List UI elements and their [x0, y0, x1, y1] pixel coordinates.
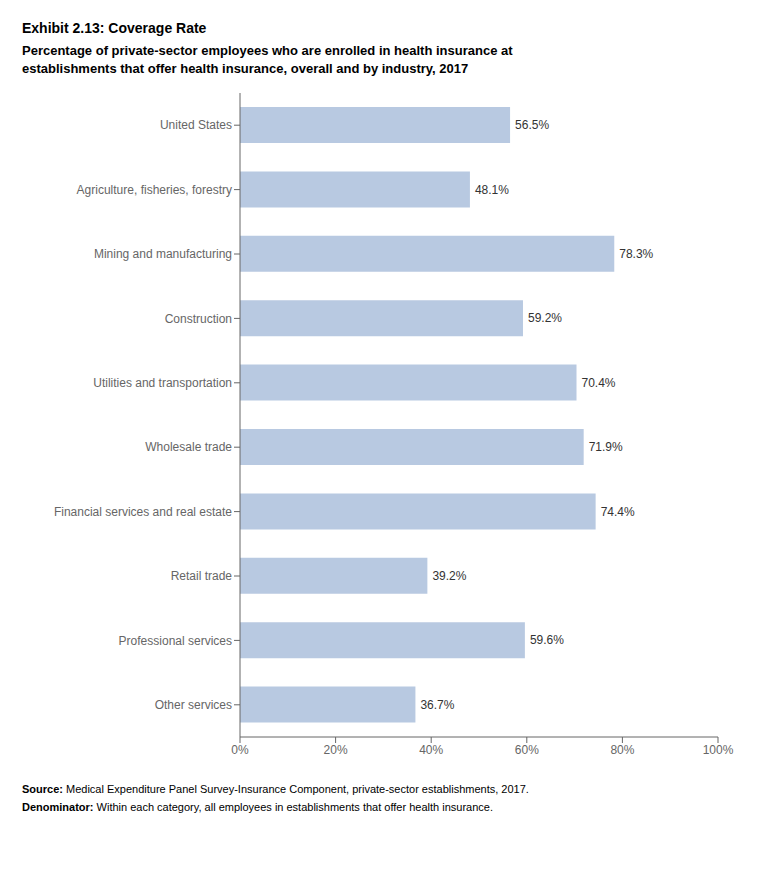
svg-text:71.9%: 71.9% [589, 440, 623, 454]
svg-text:Agriculture, fisheries, forest: Agriculture, fisheries, forestry [77, 183, 232, 197]
svg-text:Financial services and real es: Financial services and real estate [54, 505, 232, 519]
svg-text:60%: 60% [515, 743, 539, 757]
svg-text:80%: 80% [610, 743, 634, 757]
svg-text:Utilities and transportation: Utilities and transportation [93, 376, 232, 390]
svg-text:20%: 20% [324, 743, 348, 757]
html-text:Percentage of private-sector e: Percentage of private-sector employees w… [22, 43, 513, 76]
svg-text:59.6%: 59.6% [530, 634, 564, 648]
svg-text:70.4%: 70.4% [582, 376, 616, 390]
html-text:Source: Medical Expenditure Pa: Source: Medical Expenditure Panel Survey… [22, 783, 529, 796]
svg-text:0%: 0% [231, 743, 249, 757]
svg-text:Construction: Construction [165, 312, 232, 326]
svg-text:Other services: Other services [155, 698, 232, 712]
svg-text:100%: 100% [703, 743, 734, 757]
svg-text:40%: 40% [419, 743, 443, 757]
svg-text:56.5%: 56.5% [515, 118, 549, 132]
svg-text:Retail trade: Retail trade [171, 569, 233, 583]
svg-text:39.2%: 39.2% [432, 569, 466, 583]
svg-text:48.1%: 48.1% [475, 183, 509, 197]
svg-text:59.2%: 59.2% [528, 312, 562, 326]
html-text:Denominator: Within each categ: Denominator: Within each category, all e… [22, 800, 493, 813]
svg-text:74.4%: 74.4% [601, 505, 635, 519]
svg-text:United States: United States [160, 119, 232, 133]
svg-text:Wholesale trade: Wholesale trade [145, 441, 232, 455]
svg-text:78.3%: 78.3% [619, 247, 653, 261]
svg-text:Professional services: Professional services [119, 634, 232, 648]
html-text:Exhibit 2.13: Coverage Rate: Exhibit 2.13: Coverage Rate [22, 20, 207, 36]
svg-text:Mining and manufacturing: Mining and manufacturing [94, 247, 232, 261]
svg-text:36.7%: 36.7% [420, 698, 454, 712]
